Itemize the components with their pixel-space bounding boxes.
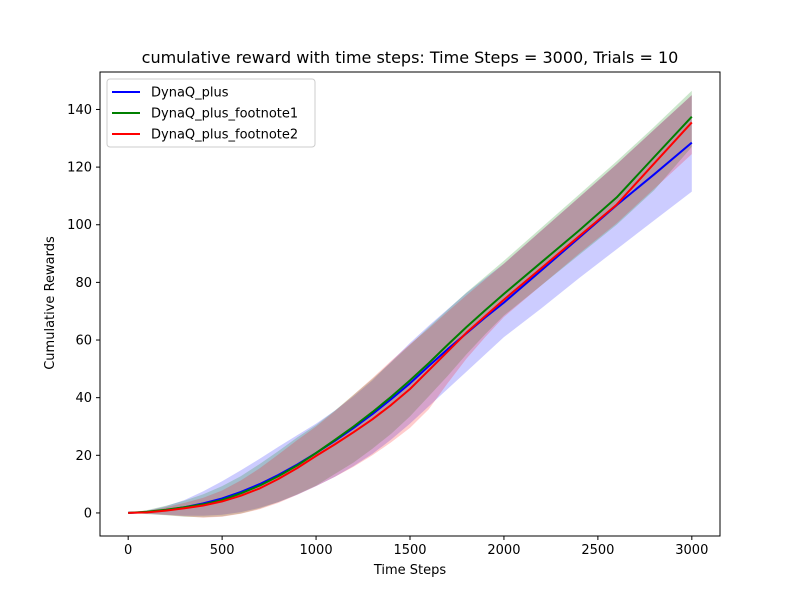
x-tick-label: 1500 — [393, 543, 426, 558]
series-line-2 — [128, 116, 693, 514]
x-tick-label: 1000 — [300, 543, 333, 558]
y-axis-label: Cumulative Rewards — [43, 236, 58, 370]
chart-title: cumulative reward with time steps: Time … — [142, 48, 679, 67]
series-line-3 — [128, 121, 693, 514]
y-tick-label: 60 — [75, 334, 92, 349]
legend-label-3: DynaQ_plus_footnote2 — [151, 128, 298, 143]
y-tick-label: 80 — [75, 276, 92, 291]
x-axis-ticks: 0 500 1000 1500 2000 2500 3000 — [124, 536, 708, 558]
series-lines — [128, 116, 693, 514]
y-tick-label: 100 — [67, 218, 92, 233]
legend-label-2: DynaQ_plus_footnote1 — [151, 107, 298, 122]
legend-box — [106, 78, 316, 148]
y-tick-label: 0 — [84, 506, 92, 521]
x-tick-label: 2500 — [581, 543, 614, 558]
y-tick-label: 40 — [75, 391, 92, 406]
plot-frame — [99, 71, 721, 537]
x-tick-label: 0 — [124, 543, 132, 558]
x-axis-label: Time Steps — [373, 563, 447, 578]
x-tick-label: 500 — [210, 543, 235, 558]
y-tick-label: 20 — [75, 449, 92, 464]
y-tick-label: 120 — [67, 161, 92, 176]
y-tick-label: 140 — [67, 103, 92, 118]
x-tick-label: 2000 — [487, 543, 520, 558]
x-tick-label: 3000 — [675, 543, 708, 558]
y-axis-ticks: 0 20 40 60 80 100 120 140 — [67, 103, 100, 521]
legend: DynaQ_plus DynaQ_plus_footnote1 DynaQ_plus… — [106, 78, 316, 148]
legend-label-1: DynaQ_plus — [151, 86, 229, 101]
